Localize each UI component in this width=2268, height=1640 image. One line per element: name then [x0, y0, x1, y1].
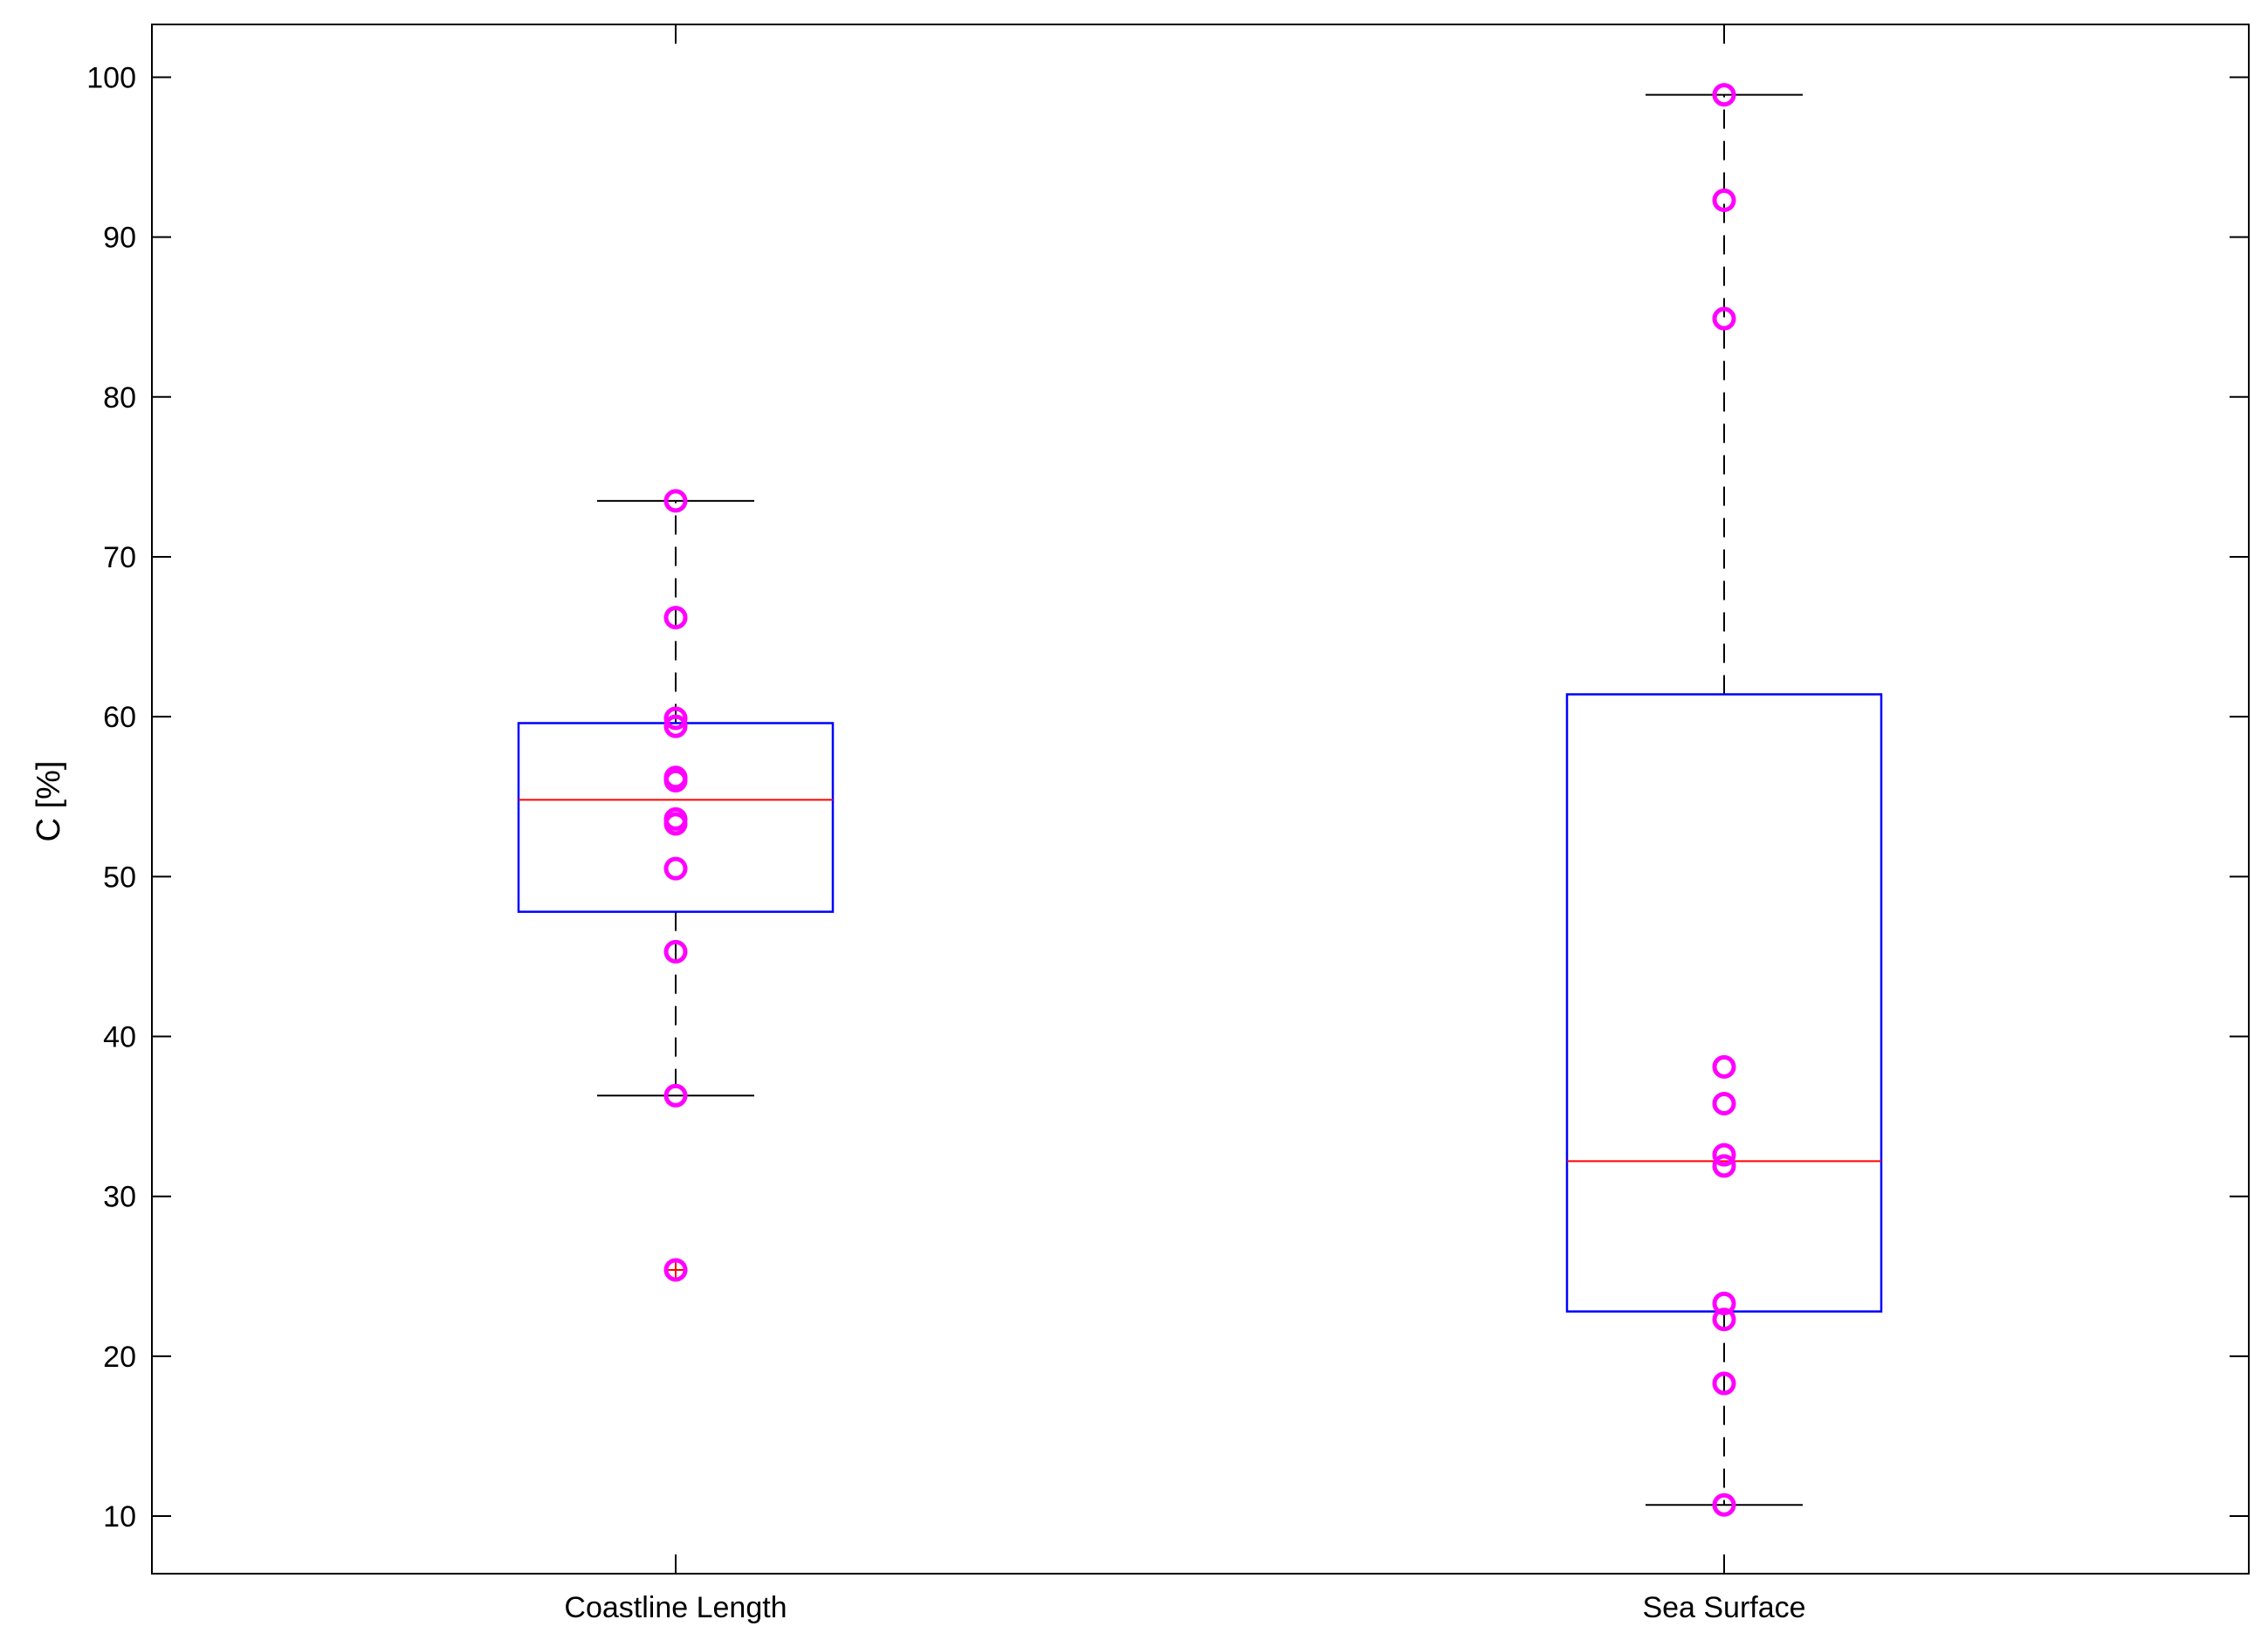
y-tick-label: 20	[103, 1341, 136, 1374]
data-point	[1712, 1307, 1736, 1332]
y-tick-label: 10	[103, 1500, 136, 1534]
y-tick-label: 50	[103, 861, 136, 894]
x-category-label: Sea Surface	[1642, 1591, 1805, 1624]
y-tick-label: 90	[103, 222, 136, 255]
x-category-label: Coastline Length	[564, 1591, 787, 1624]
y-tick-label: 30	[103, 1181, 136, 1214]
data-points	[663, 83, 1736, 1517]
data-point	[663, 939, 688, 964]
data-point	[663, 706, 688, 731]
data-point	[1712, 1143, 1736, 1167]
y-axis-ticks: 10 20 30 40 50 60 70 80 90 100	[86, 61, 2249, 1534]
data-point	[663, 489, 688, 513]
data-point	[1712, 83, 1736, 107]
x-axis-ticks: Coastline Length Sea Surface	[564, 24, 1806, 1624]
y-tick-label: 40	[103, 1021, 136, 1054]
data-point	[1712, 1371, 1736, 1396]
box-1	[517, 499, 835, 1278]
data-point	[663, 1083, 688, 1108]
box-series	[517, 93, 1883, 1506]
y-tick-label: 70	[103, 541, 136, 574]
data-point	[1712, 1091, 1736, 1115]
data-point	[1712, 188, 1736, 212]
y-tick-label: 80	[103, 381, 136, 415]
data-point	[1712, 1154, 1736, 1178]
data-point	[663, 606, 688, 630]
y-tick-label: 100	[86, 61, 136, 94]
y-axis-label: C [%]	[31, 761, 67, 842]
data-point	[663, 812, 688, 836]
y-tick-label: 60	[103, 701, 136, 734]
data-point	[1712, 306, 1736, 331]
data-point	[663, 714, 688, 738]
data-point	[1712, 1492, 1736, 1517]
data-point	[663, 1258, 688, 1282]
plot-area-frame	[151, 24, 2250, 1575]
data-point	[663, 768, 688, 793]
iqr-box	[1565, 693, 1883, 1313]
data-point	[1712, 1291, 1736, 1315]
data-point	[1712, 1054, 1736, 1079]
iqr-box	[517, 722, 835, 913]
data-point	[663, 856, 688, 881]
